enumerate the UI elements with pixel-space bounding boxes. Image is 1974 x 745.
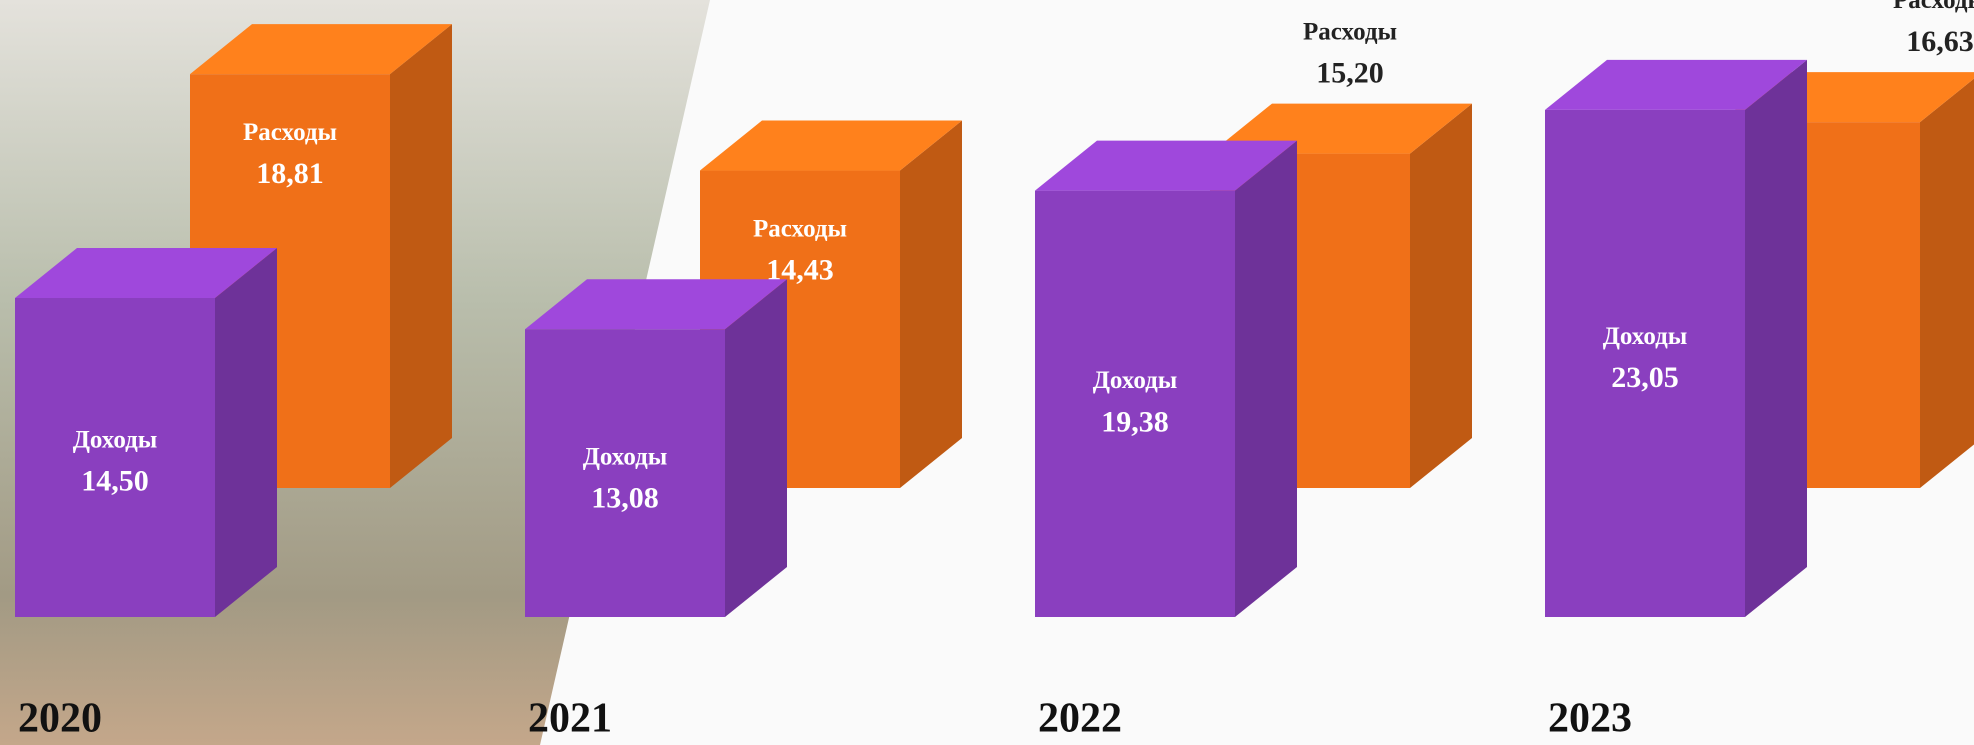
- bar-top: [525, 279, 787, 330]
- bar-side: [215, 248, 277, 617]
- data-label: 23,05: [1611, 361, 1679, 394]
- bar-top: [1545, 59, 1807, 110]
- x-tick-label: 2021: [528, 696, 612, 742]
- bar-side: [1920, 78, 1974, 488]
- data-label: 16,63: [1906, 25, 1974, 58]
- data-label-name: Доходы: [1093, 367, 1178, 394]
- x-tick-label: 2023: [1548, 696, 1632, 742]
- bar-side: [900, 120, 962, 488]
- x-tick-label: 2022: [1038, 696, 1122, 742]
- bar-side: [1410, 103, 1472, 488]
- bar-top: [700, 120, 962, 171]
- bar-top: [1035, 140, 1297, 191]
- data-label: 18,81: [256, 157, 324, 190]
- bar: [15, 298, 215, 617]
- data-label-name: Расходы: [1893, 0, 1974, 14]
- data-label-name: Расходы: [753, 215, 847, 242]
- bar-top: [190, 24, 452, 75]
- data-label-name: Расходы: [243, 119, 337, 146]
- bar: [1035, 190, 1235, 617]
- bar-side: [725, 279, 787, 617]
- bar-top: [15, 248, 277, 298]
- data-label-name: Доходы: [1603, 323, 1688, 350]
- bar-side: [390, 24, 452, 489]
- bar-side: [1235, 140, 1297, 617]
- x-tick-label: 2020: [18, 696, 102, 742]
- data-label: 19,38: [1101, 405, 1169, 438]
- data-label-name: Расходы: [1303, 18, 1397, 45]
- bar-side: [1745, 59, 1807, 617]
- data-label: 14,50: [81, 464, 149, 497]
- data-label-name: Доходы: [583, 443, 668, 470]
- bar: [1545, 109, 1745, 618]
- data-label-name: Доходы: [73, 426, 158, 453]
- data-label: 13,08: [591, 482, 659, 515]
- bar: [525, 329, 725, 617]
- data-label: 15,20: [1316, 56, 1384, 89]
